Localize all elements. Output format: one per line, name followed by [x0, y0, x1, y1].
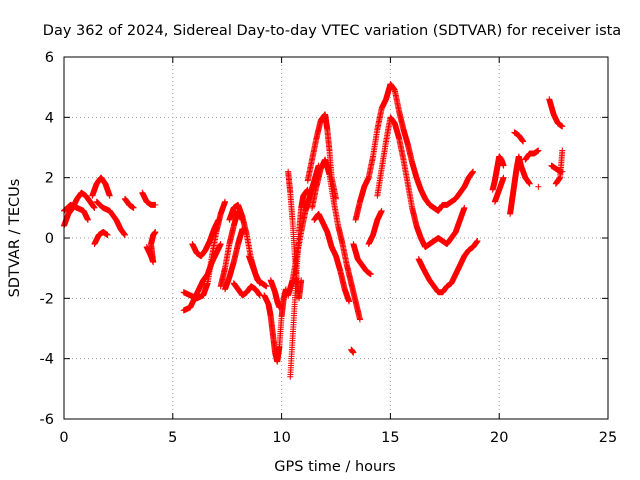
- data-arc: [365, 207, 385, 248]
- data-arc: [89, 174, 113, 199]
- y-tick-label: 4: [45, 110, 54, 126]
- y-tick-label: -6: [40, 412, 54, 428]
- data-arc: [91, 228, 111, 248]
- x-tick-label: 0: [59, 430, 68, 446]
- x-tick-label: 15: [381, 430, 399, 446]
- data-arc: [121, 195, 137, 211]
- data-arc: [261, 286, 289, 365]
- y-tick-label: 0: [45, 231, 54, 247]
- x-tick-label: 10: [272, 430, 290, 446]
- data-arc: [511, 129, 527, 145]
- data-arc: [93, 198, 128, 238]
- data-arc: [352, 81, 477, 223]
- y-axis-label: SDTVAR / TECUs: [7, 179, 23, 298]
- x-tick-label: 5: [168, 430, 177, 446]
- x-axis-ticks: 0 5 10 15 20 25: [59, 57, 617, 446]
- data-arc: [222, 225, 246, 293]
- y-tick-label: 6: [45, 50, 54, 66]
- data-arc: [374, 114, 468, 251]
- data-arc: [552, 147, 566, 187]
- data-arc: [267, 277, 283, 311]
- data-arc: [139, 189, 159, 208]
- data-arc: [245, 253, 270, 290]
- data-arc: [489, 153, 507, 193]
- y-tick-label: -2: [40, 291, 54, 307]
- data-arc: [143, 228, 159, 266]
- data-arc: [535, 183, 542, 190]
- grid: [64, 57, 608, 419]
- data-arc: [304, 111, 339, 202]
- chart-title: Day 362 of 2024, Sidereal Day-to-day VTE…: [43, 23, 621, 39]
- data-arc: [189, 216, 222, 260]
- data-arc: [285, 162, 322, 299]
- data-arc: [491, 174, 507, 205]
- y-axis-ticks: -6 -4 -2 0 2 4 6: [40, 50, 608, 428]
- data-arc: [348, 346, 357, 356]
- y-tick-label: -4: [40, 352, 54, 368]
- data-points: [61, 81, 566, 380]
- x-axis-label: GPS time / hours: [274, 459, 395, 475]
- data-arc: [350, 241, 374, 278]
- x-tick-label: 25: [599, 430, 617, 446]
- data-arc: [522, 147, 542, 163]
- x-tick-label: 20: [490, 430, 508, 446]
- data-arc: [507, 153, 533, 217]
- y-tick-label: 2: [45, 171, 54, 187]
- data-arc: [546, 96, 566, 130]
- data-arc: [230, 280, 263, 299]
- data-arc: [415, 238, 481, 296]
- data-arc: [311, 210, 353, 305]
- data-arc: [309, 156, 363, 323]
